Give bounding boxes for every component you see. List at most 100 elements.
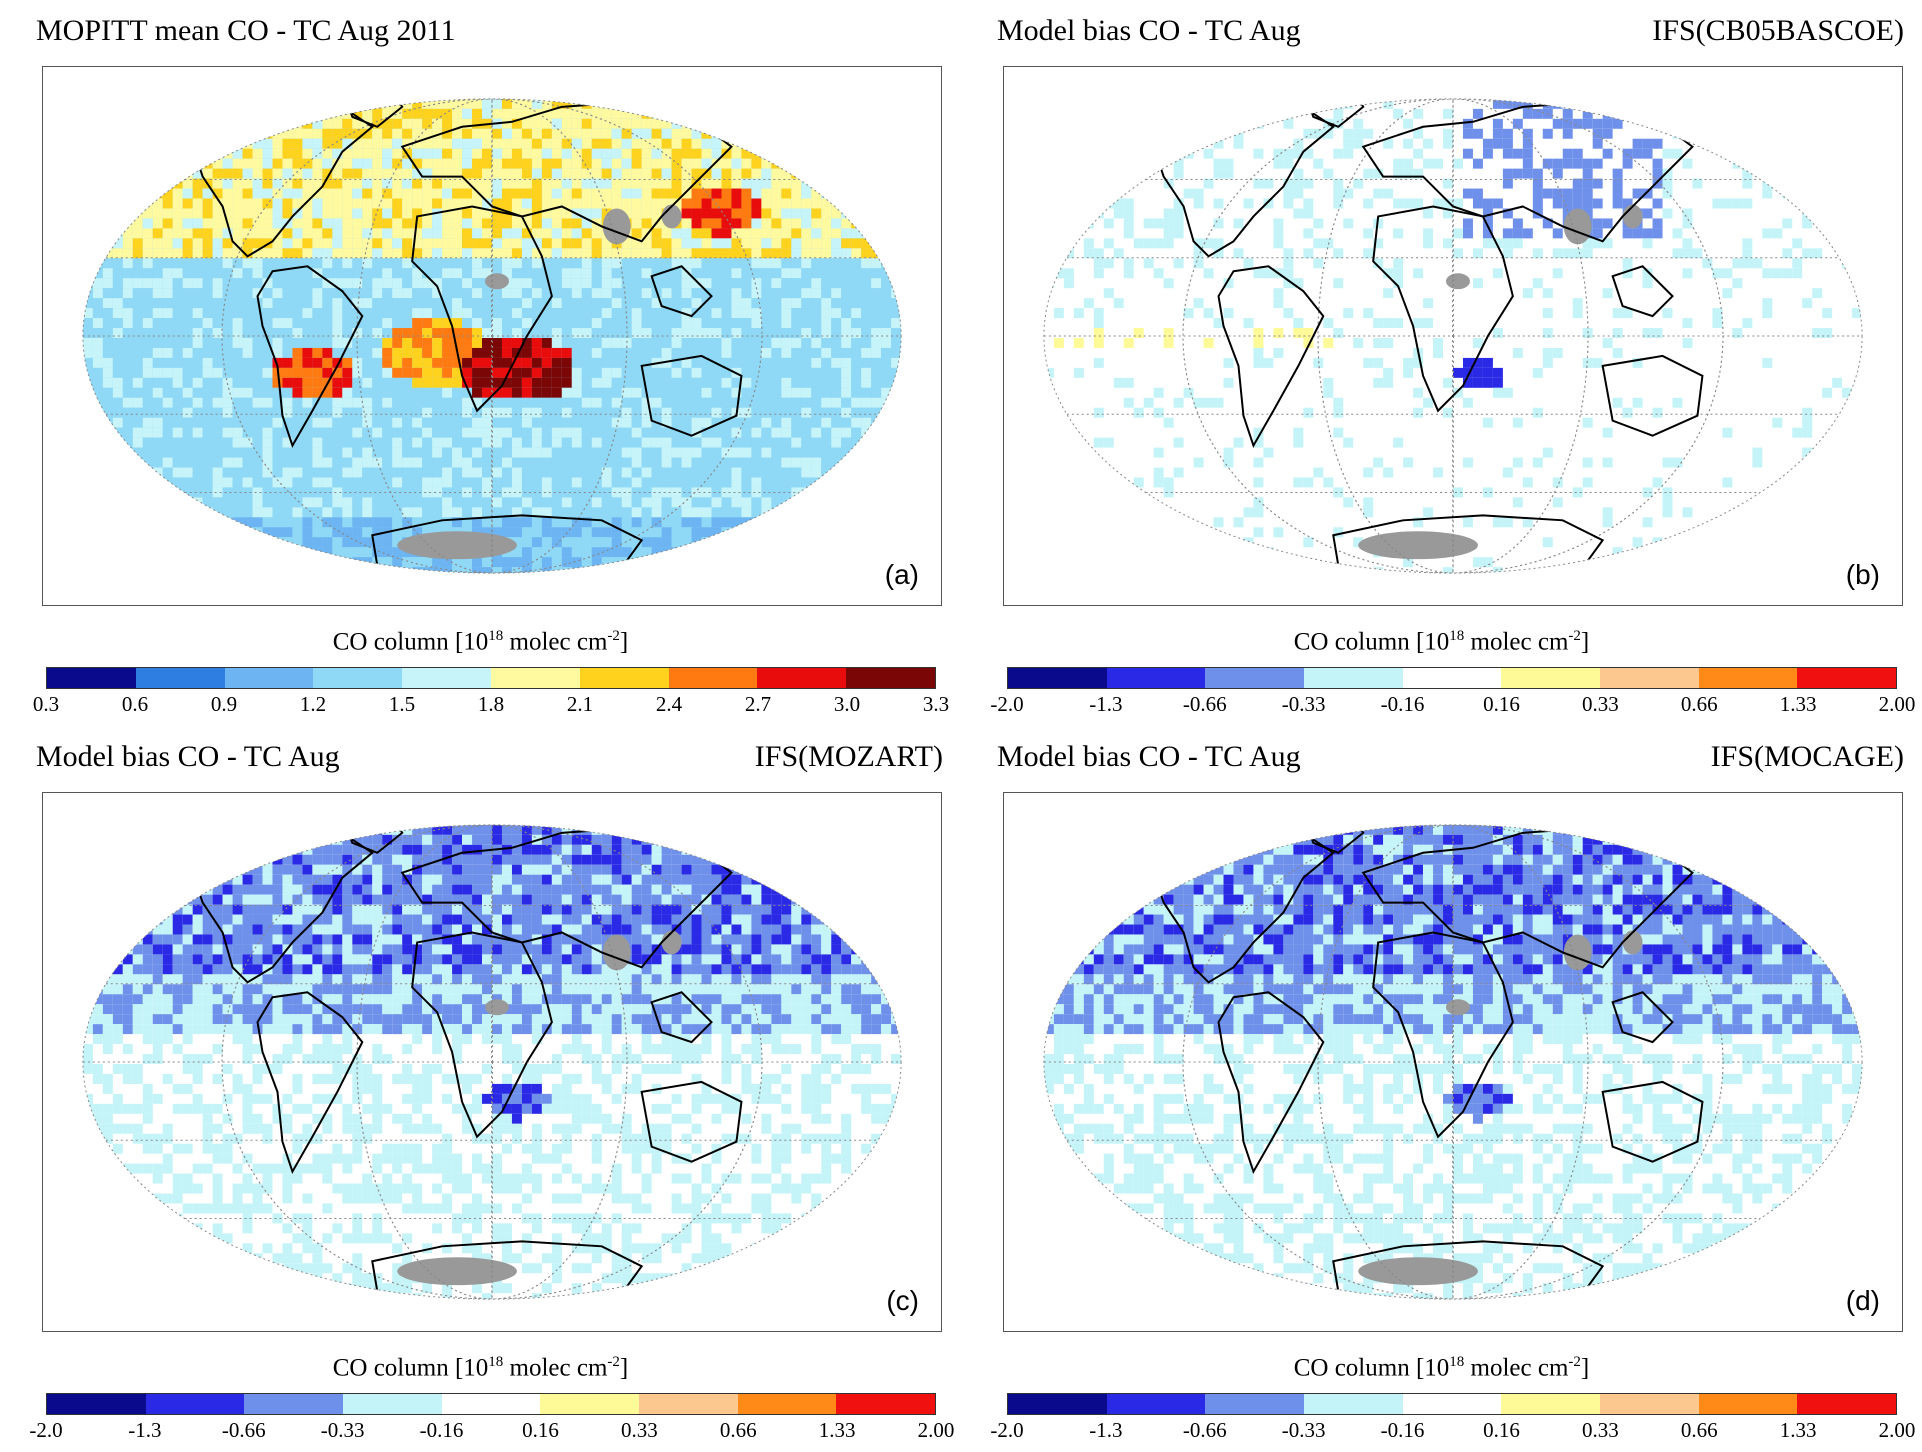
graticule — [82, 824, 902, 1300]
graticule — [82, 98, 902, 574]
data-field — [1043, 98, 1863, 574]
colorbar-label: CO column [1018 molec cm-2] — [332, 1354, 629, 1382]
colorbar-segment — [1106, 1394, 1206, 1414]
colorbar-tick-label: -0.16 — [1380, 692, 1425, 716]
colorbar-segment — [1797, 668, 1897, 688]
colorbar-tick-label: 2.00 — [1878, 1418, 1916, 1442]
panel-c: Model bias CO - TC Aug IFS(MOZART) (c) C… — [0, 726, 961, 1452]
colorbar-segment — [490, 668, 580, 688]
map-outline — [82, 98, 902, 574]
colorbar-label: CO column [1018 molec cm-2] — [1293, 628, 1590, 656]
world-map-a — [82, 98, 902, 574]
map-outline — [82, 824, 902, 1300]
colorbar-segment — [757, 668, 847, 688]
colorbar-tick-label: -0.33 — [1281, 692, 1326, 716]
colorbar-segment — [402, 668, 491, 688]
colorbar-segment — [343, 1394, 442, 1414]
colorbar-tick-label: 0.16 — [522, 1418, 559, 1442]
colorbar-segment — [1797, 1394, 1897, 1414]
colorbar-tick-label: -1.3 — [128, 1418, 162, 1442]
panel-title: Model bias CO - TC Aug — [997, 740, 1301, 773]
coastlines — [1152, 98, 1704, 574]
map-outline — [1043, 824, 1863, 1300]
colorbar-segment — [836, 1394, 936, 1414]
data-field — [1043, 824, 1863, 1300]
graticule — [1043, 98, 1863, 574]
colorbar-segment — [579, 668, 669, 688]
colorbar-tick-label: -2.0 — [29, 1418, 63, 1442]
colorbar-segment — [1205, 1394, 1305, 1414]
colorbar — [1007, 667, 1897, 689]
colorbar-tick-label: 1.5 — [388, 692, 416, 716]
colorbar-segment — [1008, 1394, 1107, 1414]
panel-b: Model bias CO - TC Aug IFS(CB05BASCOE) (… — [961, 0, 1922, 726]
colorbar-tick-label: 0.16 — [1483, 1418, 1520, 1442]
map-frame: (a) — [42, 66, 942, 606]
world-map-b — [1043, 98, 1863, 574]
colorbar-segment — [1106, 668, 1206, 688]
colorbar-tick-label: 3.3 — [922, 692, 950, 716]
colorbar-tick-label: -0.33 — [1281, 1418, 1326, 1442]
colorbar-tick-label: -0.66 — [221, 1418, 266, 1442]
data-field — [82, 98, 902, 574]
colorbar-tick-label: -0.66 — [1182, 1418, 1227, 1442]
colorbar-tick-label: 0.3 — [32, 692, 60, 716]
colorbar-tick-label: 1.33 — [818, 1418, 856, 1442]
map-outline — [1043, 98, 1863, 574]
colorbar-label: CO column [1018 molec cm-2] — [1293, 1354, 1590, 1382]
colorbar-tick-label: -1.3 — [1089, 692, 1123, 716]
panel-d: Model bias CO - TC Aug IFS(MOCAGE) (d) C… — [961, 726, 1922, 1452]
coastlines — [191, 98, 743, 574]
colorbar-segment — [135, 668, 225, 688]
colorbar-tick-label: 0.66 — [1680, 692, 1718, 716]
colorbar-tick-label: 0.66 — [1680, 1418, 1718, 1442]
colorbar — [46, 667, 936, 689]
colorbar-tick-label: 1.2 — [299, 692, 327, 716]
world-map-d — [1043, 824, 1863, 1300]
panel-title: Model bias CO - TC Aug — [36, 740, 340, 773]
colorbar-segment — [1304, 668, 1403, 688]
colorbar-tick-label: 0.6 — [121, 692, 149, 716]
colorbar-segment — [1698, 668, 1798, 688]
colorbar-tick-label: -2.0 — [990, 1418, 1024, 1442]
colorbar-segment — [1008, 668, 1107, 688]
graticule — [1043, 824, 1863, 1300]
panel-title: Model bias CO - TC Aug — [997, 14, 1301, 47]
colorbar-tick-label: 2.00 — [917, 1418, 955, 1442]
colorbar-tick-label: 2.7 — [744, 692, 772, 716]
colorbar-segment — [1501, 1394, 1601, 1414]
colorbar-segment — [1698, 1394, 1798, 1414]
colorbar-segment — [846, 668, 935, 688]
colorbar-segment — [1402, 668, 1502, 688]
colorbar-segment — [441, 1394, 541, 1414]
colorbar-segment — [1600, 1394, 1699, 1414]
colorbar-tick-label: -0.16 — [1380, 1418, 1425, 1442]
panel-letter: (d) — [1845, 1285, 1880, 1316]
colorbar-segment — [47, 1394, 146, 1414]
colorbar-segment — [1600, 668, 1699, 688]
colorbar-segment — [1501, 668, 1601, 688]
colorbar-ticks: 0.3 0.6 0.9 1.2 1.5 1.8 2.1 2.4 2.7 3.0 3.3 — [33, 690, 949, 718]
coastlines — [191, 824, 743, 1300]
panel-model-name: IFS(MOZART) — [754, 740, 943, 773]
panel-letter: (a) — [884, 559, 919, 590]
colorbar-tick-label: 0.33 — [620, 1418, 658, 1442]
colorbar-tick-label: 1.33 — [1779, 692, 1817, 716]
colorbar-segment — [639, 1394, 738, 1414]
colorbar-segment — [1205, 668, 1305, 688]
colorbar-segment — [47, 668, 136, 688]
colorbar-tick-label: -1.3 — [1089, 1418, 1123, 1442]
panel-a: MOPITT mean CO - TC Aug 2011 (a) CO colu… — [0, 0, 961, 726]
colorbar-tick-label: 2.00 — [1878, 692, 1916, 716]
data-field — [82, 824, 902, 1300]
colorbar-label: CO column [1018 molec cm-2] — [332, 628, 629, 656]
colorbar — [46, 1393, 936, 1415]
colorbar-tick-label: -0.16 — [419, 1418, 464, 1442]
colorbar-tick-label: 0.66 — [719, 1418, 757, 1442]
colorbar-tick-label: 0.33 — [1581, 692, 1619, 716]
colorbar-ticks: -2.0 -1.3 -0.66 -0.33 -0.16 0.16 0.33 0.66 1.33 2… — [990, 1416, 1915, 1444]
colorbar-tick-label: 3.0 — [833, 692, 861, 716]
colorbar-segment — [244, 1394, 344, 1414]
colorbar-segment — [668, 668, 758, 688]
colorbar-tick-label: 0.9 — [210, 692, 238, 716]
